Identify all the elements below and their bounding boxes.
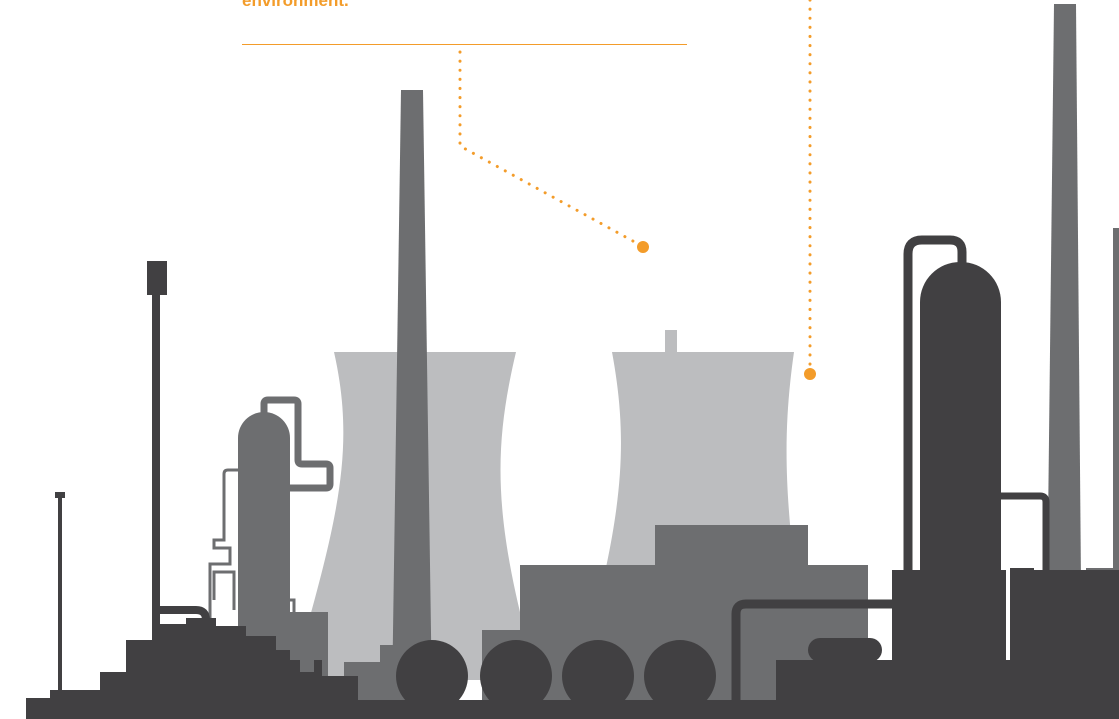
distillation-column-left <box>208 396 334 682</box>
storage-sphere-4 <box>644 640 716 712</box>
ground-strip <box>26 700 1119 719</box>
right-column-pipe <box>903 235 967 600</box>
storage-sphere-3 <box>562 640 634 712</box>
right-base-buildings <box>776 568 1119 704</box>
flare-stack-tall-cap <box>147 261 167 295</box>
right-stack-thin <box>1113 228 1119 708</box>
callout-marker-left <box>637 241 649 253</box>
chimney-right <box>1046 4 1082 700</box>
caption-rule <box>242 44 687 45</box>
antenna-thin <box>58 494 62 694</box>
cooling-tower-vent <box>665 330 677 354</box>
connector-pipe <box>731 599 896 700</box>
antenna-thin-cap <box>55 492 65 498</box>
left-stack-pipe <box>160 606 210 624</box>
flare-stack-tall <box>152 280 160 640</box>
right-side-pipe <box>1000 492 1050 600</box>
horizontal-tank <box>808 638 882 662</box>
storage-sphere-1 <box>396 640 468 712</box>
left-stepped-buildings <box>26 618 358 704</box>
callout-line-left <box>458 50 644 248</box>
callouts <box>458 0 816 380</box>
right-distillation-column <box>920 262 1001 672</box>
column-left-pipe-top <box>260 396 334 492</box>
callout-marker-right <box>804 368 816 380</box>
central-building-top <box>655 525 808 570</box>
chimney-center <box>392 90 432 700</box>
column-left-pipe-side <box>208 468 238 640</box>
storage-sphere-2 <box>480 640 552 712</box>
mid-gray-structures <box>208 4 1119 708</box>
caption-text: environment. <box>242 0 349 10</box>
dark-foreground <box>26 235 1119 719</box>
column-left-body <box>238 412 290 682</box>
